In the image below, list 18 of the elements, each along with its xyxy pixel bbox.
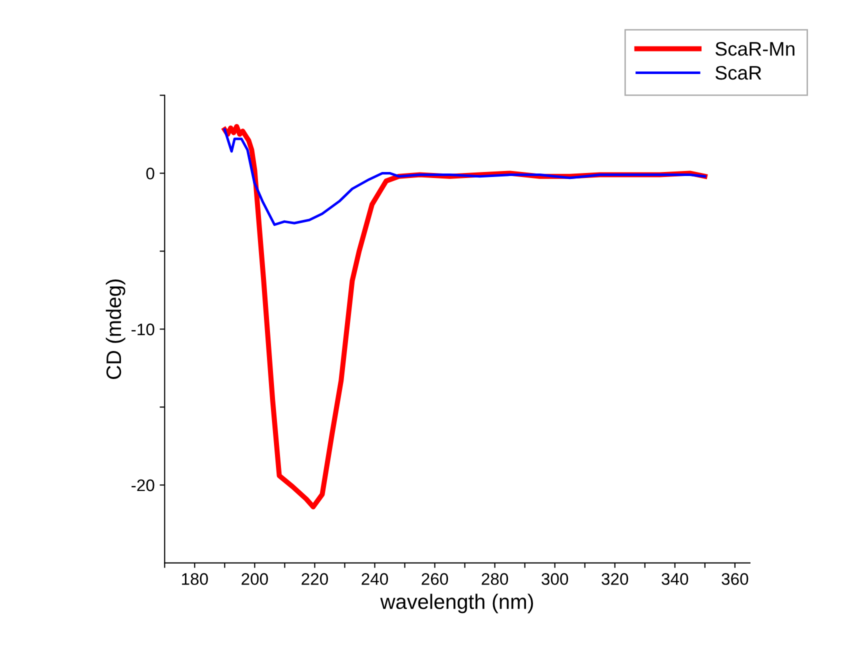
x-tick-label: 340 [662, 573, 688, 585]
x-tick-label: 280 [482, 573, 508, 585]
legend-label: ScaR-Mn [715, 42, 794, 56]
x-tick-label: 260 [422, 573, 448, 585]
y-axis-title: CD (mdeg) [106, 279, 126, 379]
x-tick-label: 180 [182, 573, 208, 585]
x-tick-label: 200 [242, 573, 268, 585]
x-axis-title: wavelength (nm) [380, 594, 534, 614]
x-tick-label: 240 [362, 573, 388, 585]
x-tick-label: 220 [302, 573, 328, 585]
line-series [223, 128, 706, 226]
x-tick-label: 300 [542, 573, 568, 585]
y-tick-label: 0 [146, 168, 154, 180]
legend-label: ScaR [715, 66, 762, 80]
x-tick-label: 360 [722, 573, 748, 585]
y-tick-label: -20 [132, 479, 154, 492]
y-tick-label: -10 [132, 324, 154, 336]
x-tick-label: 320 [602, 573, 628, 585]
